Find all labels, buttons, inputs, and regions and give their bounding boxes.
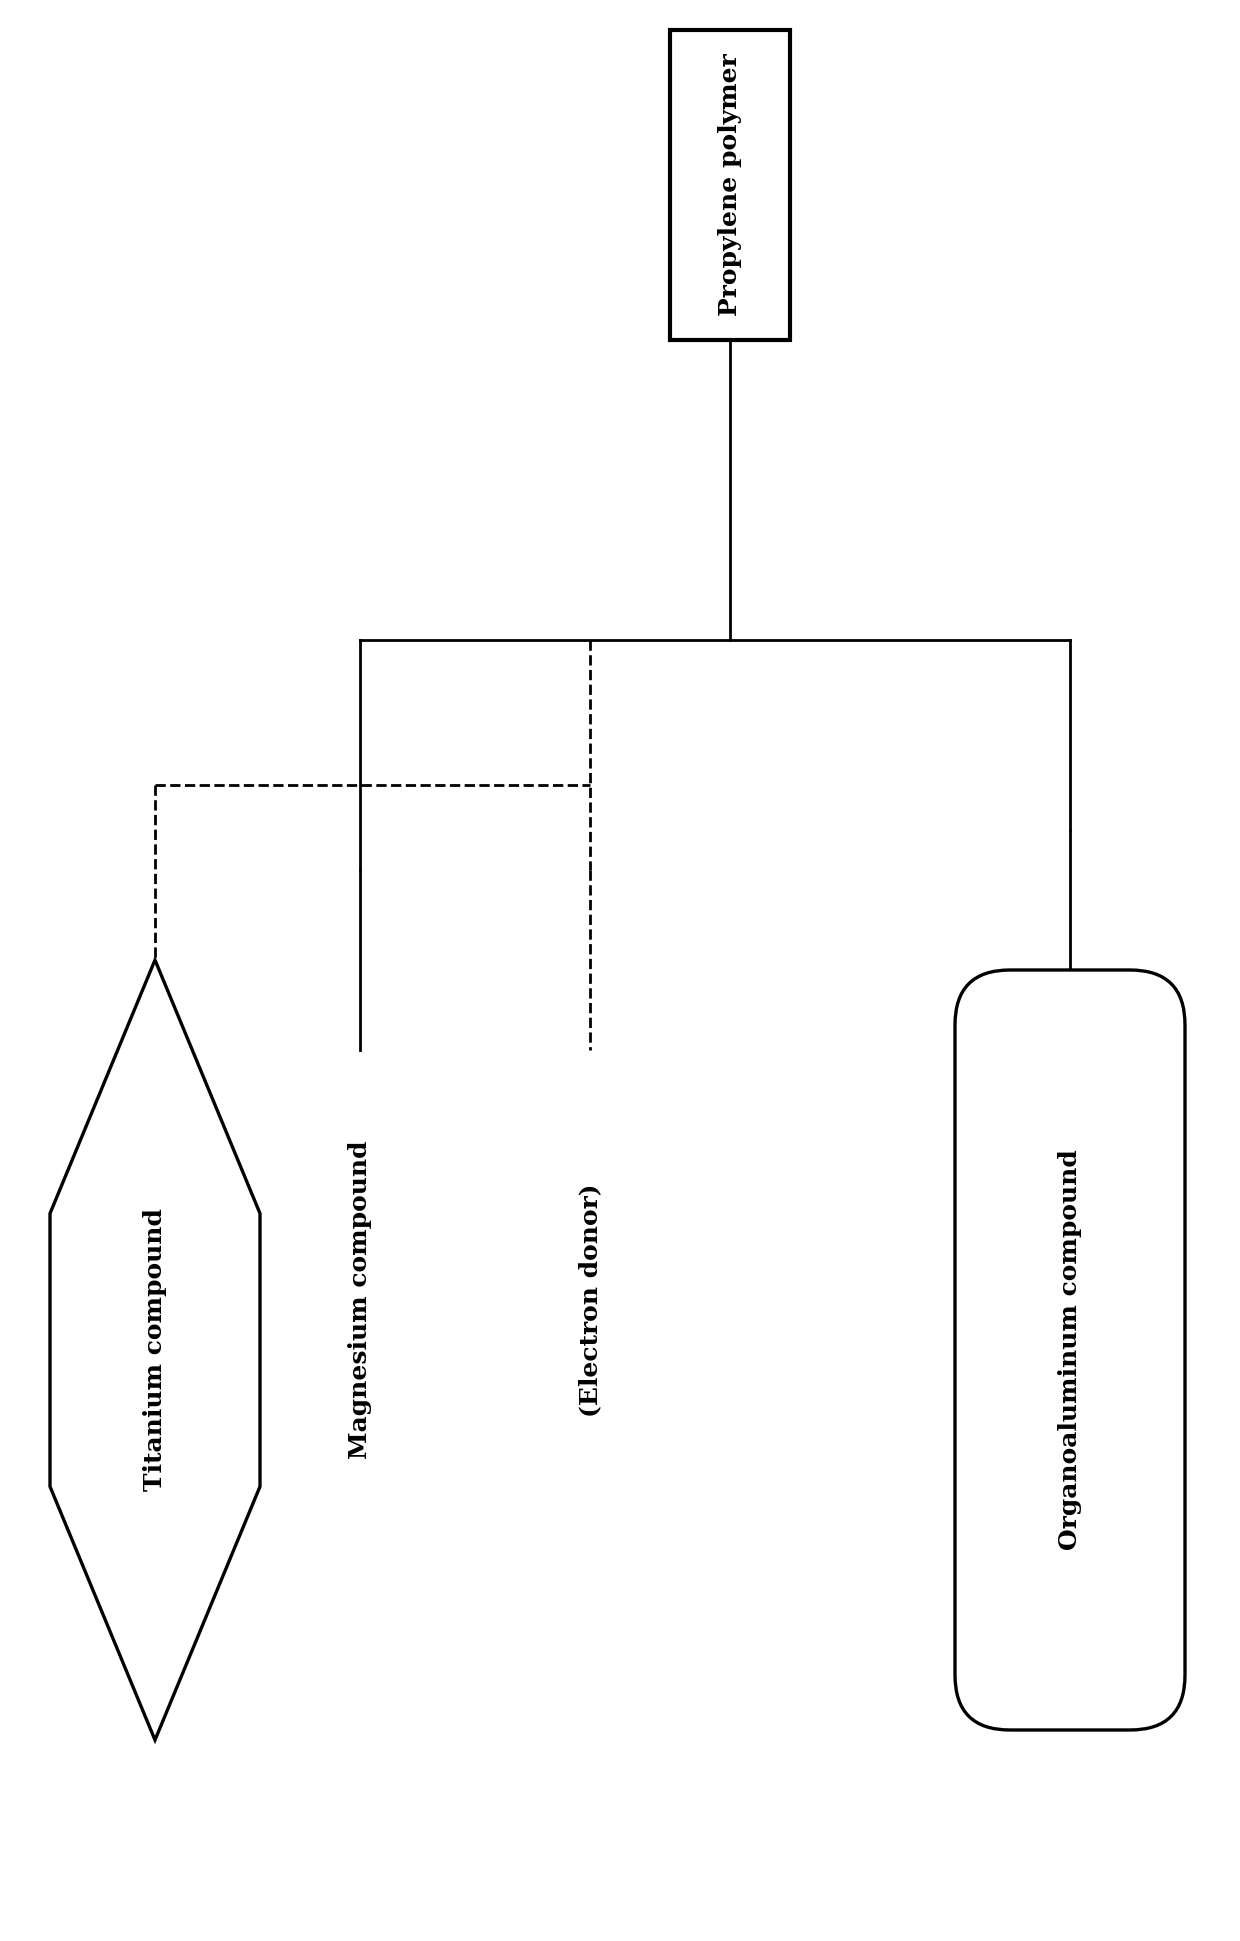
Text: Magnesium compound: Magnesium compound <box>348 1141 372 1460</box>
Text: Titanium compound: Titanium compound <box>143 1209 167 1491</box>
FancyBboxPatch shape <box>955 970 1185 1729</box>
FancyBboxPatch shape <box>670 29 790 340</box>
Text: Propylene polymer: Propylene polymer <box>718 54 742 316</box>
Polygon shape <box>50 961 260 1739</box>
Text: (Electron donor): (Electron donor) <box>578 1184 601 1417</box>
Text: Organoaluminum compound: Organoaluminum compound <box>1058 1149 1083 1551</box>
